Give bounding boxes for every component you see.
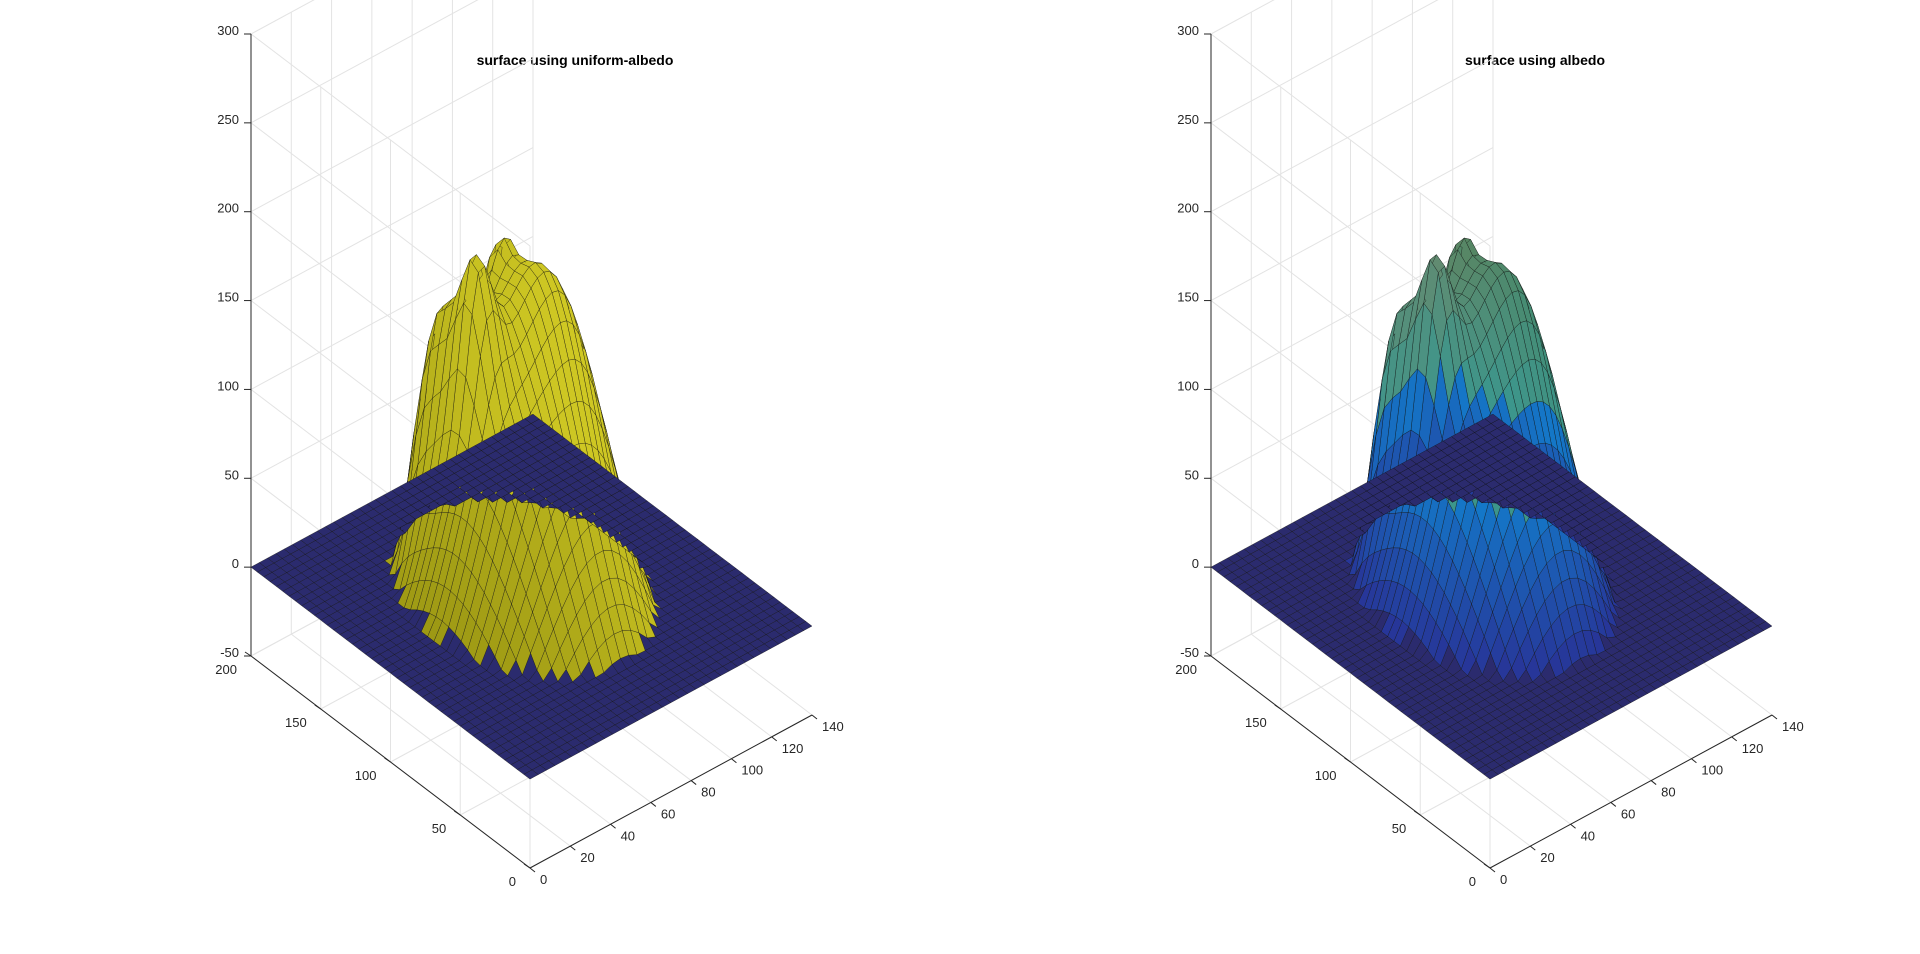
tick-labels: 0 20 40 60 80 100 120 140 0 50 100 150 200 -50 0 50 100 1… [1175, 23, 1803, 889]
y-tick-label: 150 [285, 715, 307, 730]
x-tick-label: 20 [580, 850, 594, 865]
y-tick-label: 200 [215, 662, 237, 677]
x-tick-label: 60 [1621, 806, 1635, 821]
x-axis-line [529, 714, 813, 869]
z-tick-label: 150 [1177, 290, 1199, 305]
x-tick-label: 100 [1701, 763, 1723, 778]
y-tick-label: 0 [1469, 874, 1476, 889]
x-tick-label: 120 [1742, 741, 1764, 756]
surface-plot-albedo[interactable]: surface using albedo 0 20 40 60 80 100 120 140 0 5… [960, 0, 1920, 954]
x-tick-label: 40 [621, 828, 635, 843]
z-tick-label: 200 [1177, 201, 1199, 216]
z-tick-label: 150 [217, 290, 239, 305]
z-tick-label: 200 [217, 201, 239, 216]
z-tick-label: 300 [217, 23, 239, 38]
x-tick-label: 20 [1540, 850, 1554, 865]
z-tick-label: 100 [1177, 378, 1199, 393]
x-tick-label: 0 [1500, 872, 1507, 887]
y-tick-label: 0 [509, 874, 516, 889]
y-tick-label: 100 [1315, 768, 1337, 783]
y-tick-label: 200 [1175, 662, 1197, 677]
y-tick-label: 50 [432, 821, 446, 836]
surface-mesh [250, 237, 813, 780]
z-tick-label: 100 [217, 378, 239, 393]
x-axis-line [1489, 714, 1773, 869]
y-tick-label: 100 [355, 768, 377, 783]
chart-title: surface using uniform-albedo [477, 52, 674, 68]
z-tick-label: 250 [1177, 112, 1199, 127]
z-tick-label: 50 [225, 467, 239, 482]
z-tick-label: 250 [217, 112, 239, 127]
z-tick-label: 50 [1185, 467, 1199, 482]
y-tick-label: 150 [1245, 715, 1267, 730]
z-tick-label: 0 [1192, 556, 1199, 571]
x-tick-label: 120 [782, 741, 804, 756]
z-tick-label: 300 [1177, 23, 1199, 38]
x-tick-label: 60 [661, 806, 675, 821]
x-tick-label: 140 [1782, 719, 1804, 734]
chart-title: surface using albedo [1465, 52, 1605, 68]
x-tick-label: 100 [741, 763, 763, 778]
y-tick-label: 50 [1392, 821, 1406, 836]
surface-plot-uniform-albedo[interactable]: surface using uniform-albedo 0 20 40 60 80 100… [0, 0, 960, 954]
surface-mesh [1210, 237, 1773, 780]
x-tick-label: 80 [701, 785, 715, 800]
x-tick-label: 140 [822, 719, 844, 734]
z-tick-label: -50 [220, 645, 239, 660]
x-tick-label: 0 [540, 872, 547, 887]
tick-labels: 0 20 40 60 80 100 120 140 0 50 100 150 200 -50 0 50 100 1… [215, 23, 843, 889]
z-tick-label: -50 [1180, 645, 1199, 660]
x-tick-label: 80 [1661, 785, 1675, 800]
z-tick-label: 0 [232, 556, 239, 571]
x-tick-label: 40 [1581, 828, 1595, 843]
